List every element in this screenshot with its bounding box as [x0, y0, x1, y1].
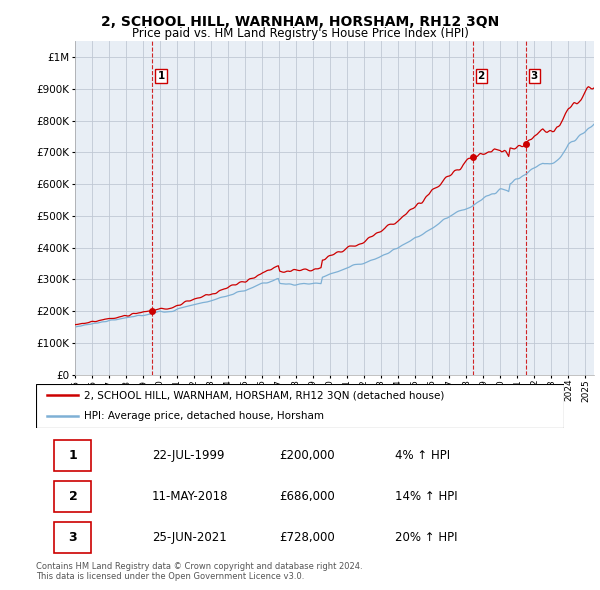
Text: 4% ↑ HPI: 4% ↑ HPI — [395, 450, 450, 463]
Text: 22-JUL-1999: 22-JUL-1999 — [152, 450, 224, 463]
Text: 20% ↑ HPI: 20% ↑ HPI — [395, 531, 458, 544]
Text: 3: 3 — [530, 71, 538, 81]
Text: 14% ↑ HPI: 14% ↑ HPI — [395, 490, 458, 503]
Text: 2, SCHOOL HILL, WARNHAM, HORSHAM, RH12 3QN (detached house): 2, SCHOOL HILL, WARNHAM, HORSHAM, RH12 3… — [83, 391, 444, 401]
Text: 25-JUN-2021: 25-JUN-2021 — [152, 531, 227, 544]
Text: 2: 2 — [478, 71, 485, 81]
FancyBboxPatch shape — [55, 522, 91, 553]
FancyBboxPatch shape — [55, 441, 91, 471]
Text: 1: 1 — [158, 71, 165, 81]
Text: £728,000: £728,000 — [279, 531, 335, 544]
Text: This data is licensed under the Open Government Licence v3.0.: This data is licensed under the Open Gov… — [36, 572, 304, 581]
Text: 1: 1 — [68, 450, 77, 463]
Text: Price paid vs. HM Land Registry's House Price Index (HPI): Price paid vs. HM Land Registry's House … — [131, 27, 469, 40]
Text: £200,000: £200,000 — [279, 450, 335, 463]
Text: 2, SCHOOL HILL, WARNHAM, HORSHAM, RH12 3QN: 2, SCHOOL HILL, WARNHAM, HORSHAM, RH12 3… — [101, 15, 499, 29]
Text: 3: 3 — [68, 531, 77, 544]
Text: 2: 2 — [68, 490, 77, 503]
Text: £686,000: £686,000 — [279, 490, 335, 503]
Text: Contains HM Land Registry data © Crown copyright and database right 2024.: Contains HM Land Registry data © Crown c… — [36, 562, 362, 571]
Text: 11-MAY-2018: 11-MAY-2018 — [152, 490, 229, 503]
FancyBboxPatch shape — [55, 481, 91, 512]
Text: HPI: Average price, detached house, Horsham: HPI: Average price, detached house, Hors… — [83, 411, 323, 421]
